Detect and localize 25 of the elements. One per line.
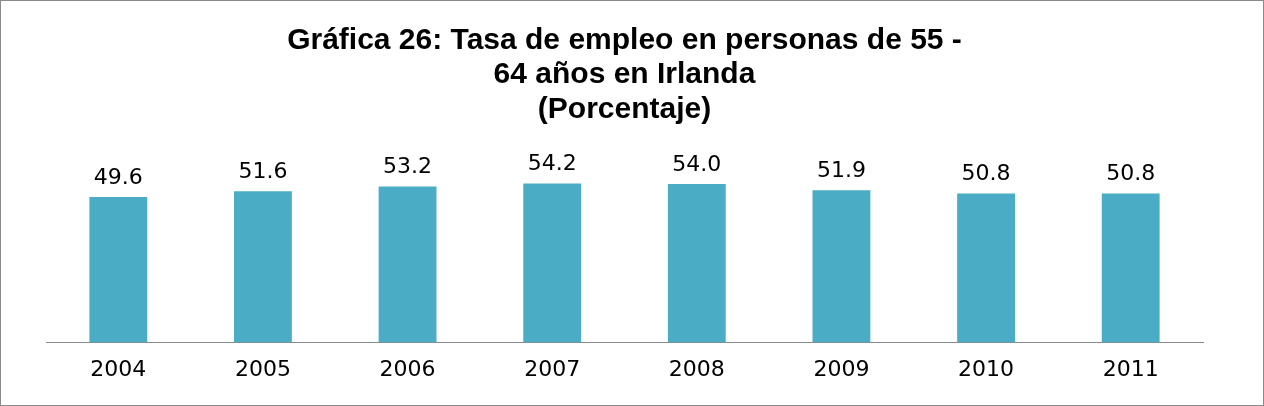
x-tick-label: 2007 — [524, 355, 581, 381]
data-label: 53.2 — [383, 153, 433, 179]
data-label: 50.8 — [961, 160, 1011, 186]
bar — [234, 191, 292, 343]
bar — [667, 184, 726, 343]
x-tick-label: 2005 — [234, 355, 291, 381]
x-tick-label: 2004 — [90, 355, 147, 381]
bar — [89, 197, 148, 343]
bar — [957, 193, 1015, 343]
data-label: 51.9 — [816, 156, 866, 182]
x-tick-label: 2010 — [958, 355, 1015, 381]
bar — [1101, 193, 1160, 343]
data-label: 49.6 — [93, 163, 143, 189]
x-tick-label: 2009 — [813, 355, 870, 381]
chart-title: Gráfica 26: Tasa de empleo en personas de 55 - 64 años en Irlanda (Porcentaje) — [287, 21, 962, 124]
data-label: 54.0 — [672, 150, 722, 176]
data-label: 51.6 — [238, 157, 288, 183]
data-label: 54.2 — [527, 150, 577, 176]
bar — [812, 190, 871, 343]
x-tick-label: 2006 — [379, 355, 436, 381]
x-tick-label: 2011 — [1102, 355, 1159, 381]
data-label: 50.8 — [1106, 160, 1156, 186]
bar — [523, 183, 582, 343]
bar — [378, 186, 437, 343]
x-tick-label: 2008 — [668, 355, 725, 381]
